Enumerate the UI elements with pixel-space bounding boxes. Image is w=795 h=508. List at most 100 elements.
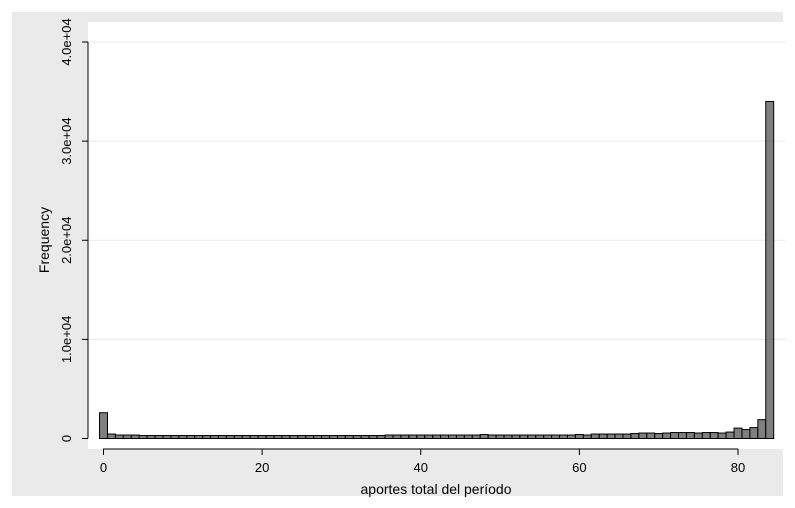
histogram-bar	[606, 433, 616, 439]
histogram-bar	[202, 435, 212, 439]
histogram-bar	[321, 435, 331, 439]
y-tick-label: 1.0e+04	[59, 316, 74, 363]
x-tick-label: 60	[572, 460, 586, 475]
histogram-bar	[479, 434, 489, 440]
histogram-bar	[749, 427, 759, 440]
histogram-bar	[646, 432, 656, 440]
histogram-bar	[725, 431, 735, 440]
histogram-bar	[241, 435, 251, 439]
histogram-bar	[598, 433, 608, 439]
histogram-bar	[106, 433, 116, 439]
histogram-bar	[233, 435, 243, 439]
histogram-bar	[630, 433, 640, 440]
histogram-bar	[566, 434, 576, 440]
histogram-bar	[273, 435, 283, 439]
histogram-bar	[582, 434, 592, 440]
histogram-bar	[210, 435, 220, 439]
histogram-bar	[225, 435, 235, 439]
histogram-bar	[392, 434, 402, 440]
x-axis-ticks: 0 20 40 60 80	[100, 449, 745, 475]
y-tick-label: 0	[59, 435, 74, 442]
grid-lines	[89, 41, 786, 340]
histogram-bar	[170, 435, 180, 439]
y-axis-ticks: 0 1.0e+04 2.0e+04 3.0e+04 4.0e+04	[59, 18, 88, 442]
histogram-bar	[194, 435, 204, 439]
x-tick-label: 0	[100, 460, 107, 475]
histogram-bar	[463, 434, 473, 440]
histogram-bar	[289, 435, 299, 439]
histogram-bar	[432, 434, 442, 440]
histogram-bar	[455, 434, 465, 440]
histogram-bar	[162, 435, 172, 439]
y-tick-label: 3.0e+04	[59, 117, 74, 164]
x-tick-label: 80	[731, 460, 745, 475]
histogram-bar	[360, 435, 370, 439]
histogram-bar	[519, 434, 529, 440]
histogram-bar	[384, 434, 394, 440]
histogram-bar	[590, 433, 600, 439]
histogram-bar	[352, 435, 362, 439]
histogram-bar	[408, 434, 418, 440]
histogram-bar	[305, 435, 315, 439]
histogram-bar	[99, 412, 108, 440]
histogram-bar	[693, 432, 703, 440]
histogram-bar	[559, 434, 568, 440]
histogram-bar	[265, 435, 275, 439]
histogram-bar	[701, 432, 711, 439]
plot-area	[88, 22, 786, 449]
histogram-bar	[741, 429, 751, 439]
y-tick-label: 4.0e+04	[59, 18, 74, 65]
histogram-bar	[614, 433, 624, 439]
histogram-bar	[495, 434, 505, 440]
histogram-bar	[471, 434, 481, 440]
histogram-bar	[178, 435, 188, 439]
histogram-bar	[186, 435, 196, 439]
histogram-bar	[678, 432, 687, 439]
histogram-bar	[685, 432, 695, 439]
histogram-bar	[709, 432, 719, 439]
histogram-bar	[329, 435, 338, 439]
histogram-bar	[281, 435, 291, 439]
histogram-bar	[487, 434, 497, 440]
histogram-bar	[511, 434, 521, 440]
histogram-bar	[376, 435, 386, 439]
histogram-bar	[448, 434, 457, 440]
histogram-bar	[717, 432, 727, 440]
histogram-bar	[527, 434, 537, 440]
histogram-bar	[218, 435, 227, 439]
histogram-bar	[138, 435, 148, 439]
histogram-bar	[344, 435, 354, 439]
x-axis-title: aportes total del período	[361, 481, 512, 497]
histogram-bar	[503, 434, 513, 440]
bars	[99, 100, 775, 440]
histogram-bar	[757, 419, 767, 440]
histogram-bar	[622, 433, 632, 439]
x-tick-label: 40	[414, 460, 428, 475]
histogram-bar	[257, 435, 267, 439]
y-axis-title: Frequency	[36, 207, 52, 273]
x-tick-label: 20	[255, 460, 269, 475]
histogram-bar	[416, 434, 426, 440]
y-tick-label: 2.0e+04	[59, 217, 74, 264]
histogram-bar	[440, 434, 450, 440]
histogram-bar	[400, 434, 410, 440]
histogram-bar	[424, 434, 434, 440]
histogram-bar	[654, 433, 664, 440]
histogram-bar	[670, 432, 680, 439]
histogram-bar	[336, 435, 346, 439]
histogram-bar	[662, 432, 672, 440]
histogram-bar	[765, 100, 775, 439]
histogram-bar	[574, 434, 584, 440]
histogram-bar	[543, 434, 553, 440]
histogram-bar	[368, 435, 378, 439]
histogram-bar	[551, 434, 561, 440]
histogram-bar	[154, 435, 164, 439]
histogram-bar	[249, 435, 259, 439]
histogram-bar	[297, 435, 307, 439]
histogram-bar	[313, 435, 323, 439]
histogram-bar	[535, 434, 545, 440]
histogram-bar	[130, 434, 140, 440]
histogram-bar	[638, 432, 648, 440]
histogram-bar	[733, 427, 743, 440]
